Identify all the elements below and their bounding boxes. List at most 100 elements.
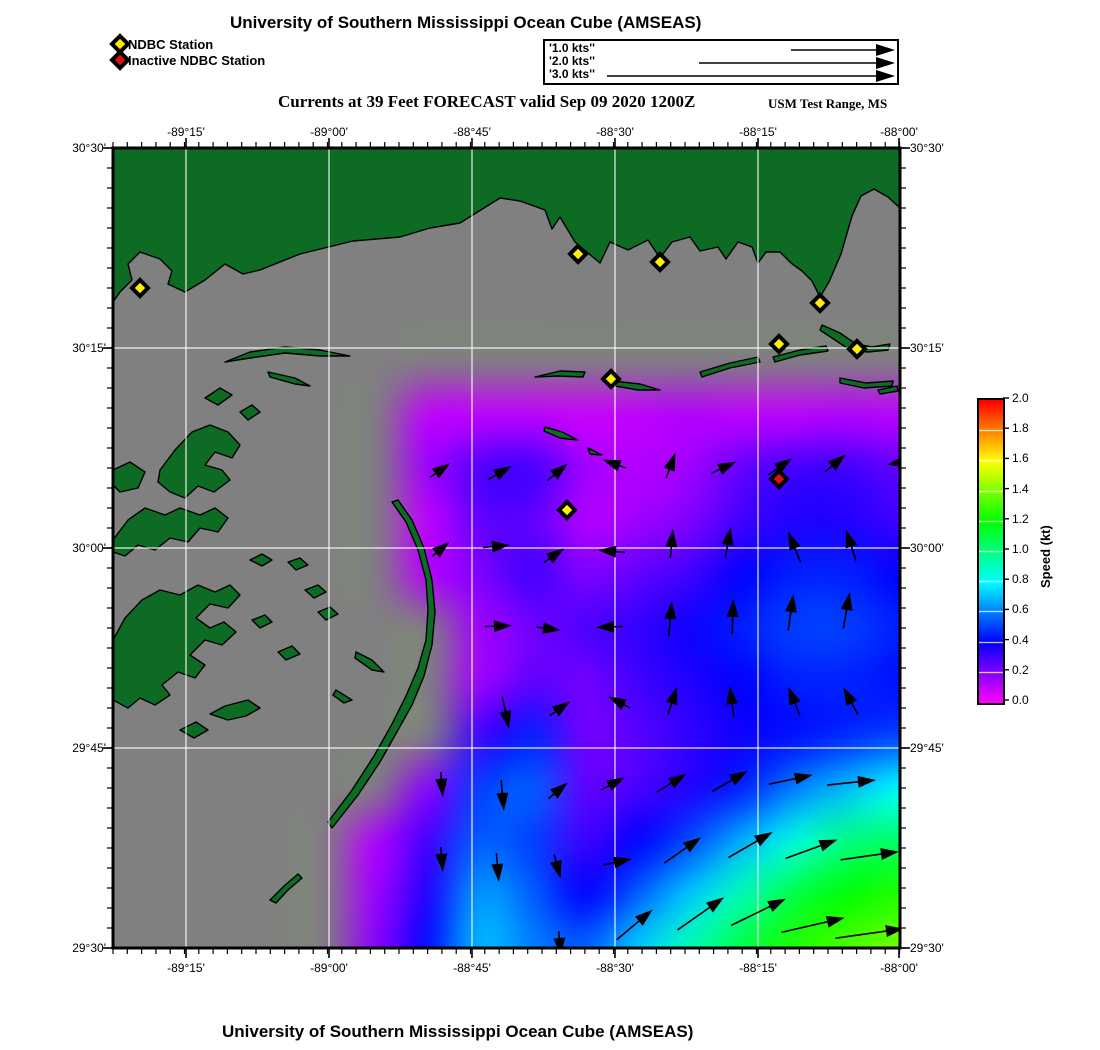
colorbar-tick-label: 1.6 <box>1012 451 1029 466</box>
ndbc-station-marker <box>768 333 790 355</box>
land-polygon <box>224 346 351 363</box>
land-polygon <box>267 371 311 387</box>
current-vector <box>664 601 677 636</box>
land-polygon <box>157 424 241 499</box>
current-vector <box>546 463 568 482</box>
scale-label-1kt: '1.0 kts'' <box>549 41 595 55</box>
land-polygon <box>269 873 303 904</box>
scale-arrow-head <box>876 44 895 56</box>
lon-label-bottom: -88°00' <box>880 961 918 975</box>
current-vector-head <box>635 909 653 926</box>
vector-scale-box: '1.0 kts'' '2.0 kts'' '3.0 kts'' <box>543 39 899 85</box>
current-vector-tail <box>600 784 611 791</box>
current-vector <box>768 772 813 786</box>
current-vector <box>781 915 845 934</box>
land-polygon <box>239 404 261 421</box>
current-vector <box>487 466 512 481</box>
current-vector-tail <box>767 467 779 476</box>
current-vector <box>663 452 676 479</box>
current-vector-head <box>721 527 734 546</box>
current-vector-tail <box>439 771 443 781</box>
current-vector-tail <box>536 626 545 629</box>
land-polygon <box>534 370 586 378</box>
current-vector-tail <box>731 702 735 717</box>
current-vector <box>429 463 451 479</box>
current-vector-tail <box>668 617 672 636</box>
current-vector-head <box>843 687 858 706</box>
current-vector-head <box>706 897 725 913</box>
current-vector-head <box>435 853 448 872</box>
current-vector <box>553 930 566 948</box>
current-vector <box>600 777 625 792</box>
current-vector-head <box>825 915 845 928</box>
current-vector-head <box>602 459 622 472</box>
land-polygon <box>287 557 309 571</box>
land-polygon <box>839 377 894 389</box>
current-vector-tail <box>667 702 673 715</box>
current-vector <box>887 455 900 468</box>
current-vector-tail <box>663 846 688 864</box>
current-vector <box>496 780 509 811</box>
current-vector-head <box>754 832 773 847</box>
lat-label-left: 29°30' <box>72 941 106 955</box>
footer-title: University of Southern Mississippi Ocean… <box>222 1022 694 1041</box>
current-vector <box>603 856 632 869</box>
lon-label-top: -88°00' <box>880 125 918 139</box>
colorbar-tick-label: 2.0 <box>1012 391 1029 405</box>
current-vector-tail <box>711 778 734 793</box>
current-vector <box>827 775 876 788</box>
land-polygon <box>587 447 603 456</box>
current-vector-head <box>663 452 676 472</box>
current-vector-head <box>788 531 801 551</box>
current-vector <box>602 459 627 472</box>
current-vector <box>840 848 899 861</box>
current-vector-tail <box>553 854 557 863</box>
land-polygon <box>251 614 273 629</box>
current-vector-tail <box>728 839 759 859</box>
current-vector-head <box>887 455 900 468</box>
land-polygon <box>877 385 899 395</box>
current-vector-tail <box>824 464 834 473</box>
colorbar-tick-label: 0.6 <box>1012 602 1029 617</box>
land-polygon <box>113 584 241 709</box>
current-vector-head <box>491 540 510 553</box>
lon-label-bottom: -89°15' <box>167 961 205 975</box>
current-vector <box>596 620 624 633</box>
land-polygon <box>612 380 661 391</box>
current-vector-head <box>596 620 615 633</box>
current-vector <box>730 898 786 927</box>
current-vector <box>785 839 838 860</box>
legend-label-inactive-ndbc-station: Inactive NDBC Station <box>128 53 266 68</box>
current-vector-tail <box>724 543 729 558</box>
current-vector-head <box>550 782 568 799</box>
current-vector-head <box>828 454 846 471</box>
current-vector <box>711 461 737 475</box>
current-vector-tail <box>622 703 631 709</box>
current-vector <box>608 696 631 711</box>
current-vector-head <box>546 548 565 564</box>
current-vector-tail <box>616 919 641 941</box>
current-vector <box>549 701 571 717</box>
current-vector <box>536 621 561 634</box>
ndbc-station-marker <box>556 499 578 521</box>
land-polygon <box>113 507 229 557</box>
current-vector <box>840 592 853 629</box>
current-vector-tail <box>557 930 561 940</box>
current-vector-tail <box>546 473 556 482</box>
current-vector-tail <box>429 472 437 479</box>
current-vector <box>656 773 687 793</box>
current-vector-tail <box>731 615 734 635</box>
current-vector-tail <box>614 550 626 554</box>
lon-label-top: -88°45' <box>453 125 491 139</box>
current-vector-tail <box>787 610 792 631</box>
land-polygon <box>327 499 436 829</box>
ndbc-station-marker <box>649 251 671 273</box>
current-vector <box>726 599 739 635</box>
current-vector-head <box>726 686 739 705</box>
land-polygon <box>317 606 339 621</box>
current-vector <box>543 548 565 564</box>
colorbar-tick-label: 1.0 <box>1012 542 1029 556</box>
current-vector <box>547 782 568 800</box>
current-vector <box>665 686 678 715</box>
